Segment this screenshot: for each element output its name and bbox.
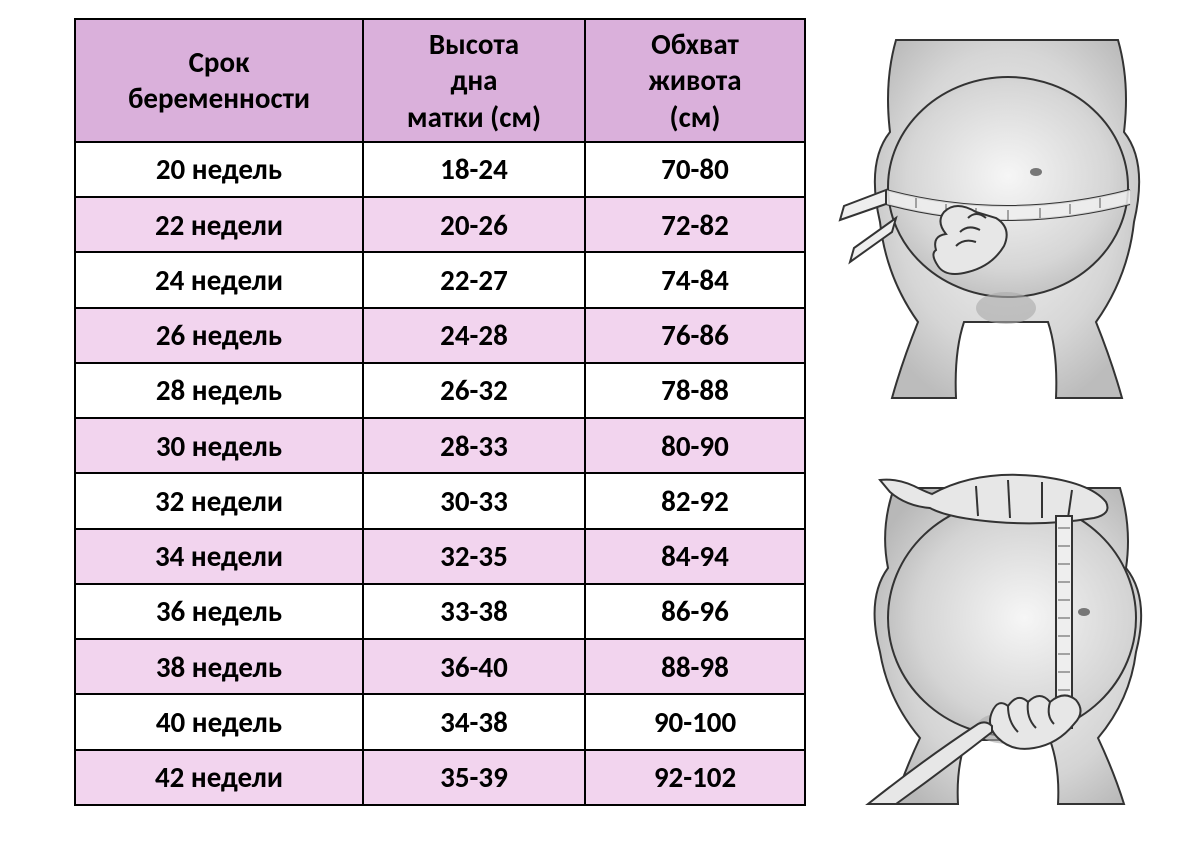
cell-fundal: 32-35	[363, 529, 585, 584]
cell-circ: 88-98	[585, 639, 805, 694]
col-header-week: Срок беременности	[75, 19, 363, 142]
cell-week: 38 недель	[75, 639, 363, 694]
cell-week: 26 недель	[75, 308, 363, 363]
cell-circ: 76-86	[585, 308, 805, 363]
table-row: 32 недели30-3382-92	[75, 473, 805, 528]
fundal-height-icon	[836, 428, 1176, 806]
cell-circ: 78-88	[585, 363, 805, 418]
col-header-circ-l2: живота	[648, 62, 741, 98]
cell-week: 24 недели	[75, 252, 363, 307]
table-row: 30 недель28-3380-90	[75, 418, 805, 473]
cell-week: 40 недель	[75, 694, 363, 749]
cell-circ: 80-90	[585, 418, 805, 473]
table-row: 28 недель26-3278-88	[75, 363, 805, 418]
cell-fundal: 34-38	[363, 694, 585, 749]
cell-week: 36 недель	[75, 584, 363, 639]
cell-circ: 70-80	[585, 142, 805, 197]
col-header-fundal-l1: Высота	[429, 26, 519, 62]
cell-circ: 82-92	[585, 473, 805, 528]
table-row: 36 недель33-3886-96	[75, 584, 805, 639]
cell-circ: 74-84	[585, 252, 805, 307]
cell-week: 22 недели	[75, 197, 363, 252]
col-header-circ-l1: Обхват	[651, 26, 739, 62]
cell-fundal: 24-28	[363, 308, 585, 363]
table-header-row: Срок беременности Высота дна матки (см) …	[75, 19, 805, 142]
illustration-column	[826, 18, 1176, 806]
table-row: 40 недель34-3890-100	[75, 694, 805, 749]
cell-circ: 84-94	[585, 529, 805, 584]
cell-fundal: 35-39	[363, 750, 585, 805]
cell-fundal: 33-38	[363, 584, 585, 639]
table-row: 42 недели35-3992-102	[75, 750, 805, 805]
table-body: 20 недель18-2470-8022 недели20-2672-8224…	[75, 142, 805, 805]
col-header-week-l1: Срок	[189, 44, 250, 80]
cell-week: 32 недели	[75, 473, 363, 528]
cell-circ: 90-100	[585, 694, 805, 749]
cell-circ: 86-96	[585, 584, 805, 639]
cell-week: 42 недели	[75, 750, 363, 805]
cell-week: 20 недель	[75, 142, 363, 197]
table-row: 24 недели22-2774-84	[75, 252, 805, 307]
col-header-circ-l3: (см)	[670, 99, 721, 135]
cell-week: 30 недель	[75, 418, 363, 473]
cell-circ: 72-82	[585, 197, 805, 252]
cell-week: 28 недель	[75, 363, 363, 418]
table-row: 26 недель24-2876-86	[75, 308, 805, 363]
col-header-circ: Обхват живота (см)	[585, 19, 805, 142]
table-row: 22 недели20-2672-82	[75, 197, 805, 252]
cell-fundal: 28-33	[363, 418, 585, 473]
table-row: 34 недели32-3584-94	[75, 529, 805, 584]
figure-fundal-height	[836, 428, 1176, 806]
cell-fundal: 36-40	[363, 639, 585, 694]
cell-fundal: 20-26	[363, 197, 585, 252]
col-header-fundal-l2: дна	[450, 62, 497, 98]
cell-fundal: 22-27	[363, 252, 585, 307]
cell-week: 34 недели	[75, 529, 363, 584]
cell-circ: 92-102	[585, 750, 805, 805]
table-row: 38 недель36-4088-98	[75, 639, 805, 694]
circumference-icon	[836, 22, 1176, 400]
table-row: 20 недель18-2470-80	[75, 142, 805, 197]
cell-fundal: 18-24	[363, 142, 585, 197]
pregnancy-measurements-table: Срок беременности Высота дна матки (см) …	[74, 18, 806, 806]
col-header-week-l2: беременности	[128, 80, 310, 116]
col-header-fundal-l3: матки (см)	[407, 99, 541, 135]
cell-fundal: 26-32	[363, 363, 585, 418]
cell-fundal: 30-33	[363, 473, 585, 528]
figure-circumference	[836, 22, 1176, 400]
col-header-fundal: Высота дна матки (см)	[363, 19, 585, 142]
